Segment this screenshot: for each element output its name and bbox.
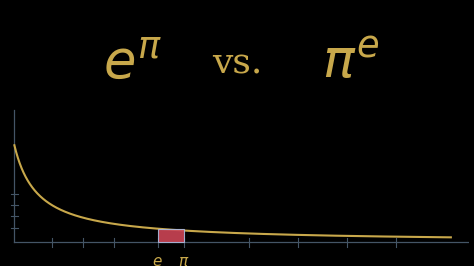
Text: $e^{\pi}$: $e^{\pi}$ <box>103 38 163 89</box>
Bar <box>158 229 184 242</box>
Text: $e$: $e$ <box>152 255 163 266</box>
Text: vs.: vs. <box>212 47 262 81</box>
Text: $\pi$: $\pi$ <box>178 255 190 266</box>
Text: $\pi^{e}$: $\pi^{e}$ <box>322 38 379 89</box>
